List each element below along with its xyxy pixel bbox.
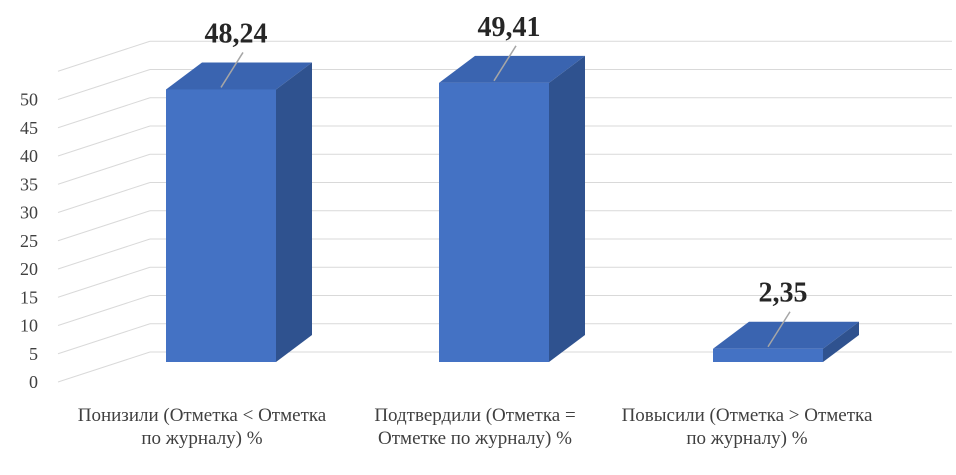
leader-line xyxy=(493,45,517,82)
gridline-depth xyxy=(57,125,151,157)
gridline-depth xyxy=(57,182,151,213)
data-label: 48,24 xyxy=(205,18,268,49)
y-tick-label: 5 xyxy=(29,344,38,364)
data-labels: 48,24 49,41 2,35 xyxy=(205,12,808,348)
bar xyxy=(166,89,276,362)
leader-line xyxy=(767,311,791,348)
y-tick-label: 15 xyxy=(20,287,38,307)
gridline-depth xyxy=(57,69,151,100)
bar xyxy=(439,82,549,363)
y-tick-label: 20 xyxy=(20,259,38,279)
gridline-depth xyxy=(57,266,151,298)
y-tick-label: 0 xyxy=(29,372,38,392)
y-tick-label: 45 xyxy=(20,118,38,138)
y-axis: 0 5 10 15 20 25 30 35 40 45 50 xyxy=(20,90,38,393)
y-tick-label: 30 xyxy=(20,203,38,223)
bar-top xyxy=(166,62,312,90)
gridline-depth xyxy=(57,153,151,185)
gridline-depth xyxy=(57,295,151,326)
x-tick-label-2: Подтвердили (Отметка = Отметке по журнал… xyxy=(374,405,576,449)
x-tick-label-3: Повысили (Отметка > Отметка по журналу) … xyxy=(621,405,873,449)
bars xyxy=(166,55,859,363)
bar-side xyxy=(823,321,859,362)
data-label: 2,35 xyxy=(759,278,808,309)
bar-top xyxy=(713,321,859,349)
gridline-depth xyxy=(57,238,151,270)
y-tick-label: 10 xyxy=(20,316,38,336)
bar-side xyxy=(549,55,585,363)
y-tick-label: 25 xyxy=(20,231,38,251)
gridline-depth xyxy=(57,97,151,129)
y-tick-label: 40 xyxy=(20,146,38,166)
data-label: 49,41 xyxy=(478,12,541,43)
bar-top xyxy=(439,55,585,83)
bar xyxy=(713,348,823,362)
leader-line xyxy=(220,52,244,88)
gridline-depth xyxy=(57,323,151,355)
gridline-depth xyxy=(57,210,151,242)
gridline-depth xyxy=(57,351,151,383)
y-tick-label: 35 xyxy=(20,174,38,194)
x-tick-label-1: Понизили (Отметка < Отметка по журналу) … xyxy=(77,405,327,449)
gridline-depth xyxy=(57,40,151,72)
y-tick-label: 50 xyxy=(20,90,38,110)
bar-side xyxy=(276,62,312,362)
